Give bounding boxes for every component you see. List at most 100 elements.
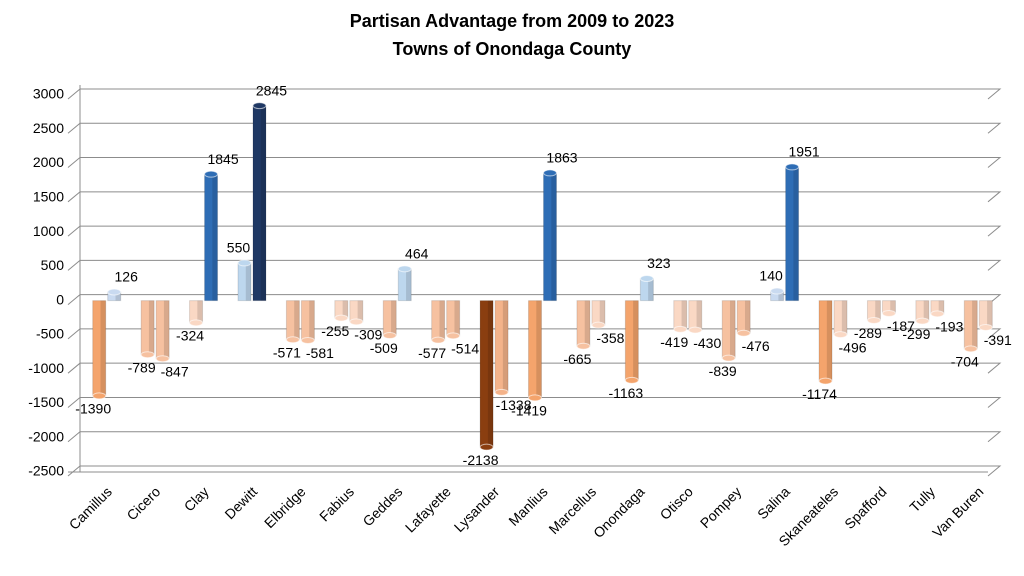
bar-shade: [342, 300, 348, 319]
bar-cap: [397, 265, 412, 273]
bar-shade: [100, 300, 106, 396]
value-label: -577: [418, 345, 446, 361]
grid-line: [67, 122, 1002, 134]
grid-line: [67, 225, 1002, 237]
bar-cap: [189, 319, 204, 327]
x-tick-label: Pompey: [697, 483, 745, 531]
bar-shade: [584, 300, 590, 347]
value-label: -847: [161, 363, 189, 379]
bar-shade: [487, 300, 494, 448]
bar-shade: [309, 300, 315, 341]
bar-shade: [357, 300, 363, 322]
bar-shade: [744, 300, 751, 334]
bar-shade: [793, 166, 799, 301]
x-tick-label: Otisco: [657, 483, 697, 523]
x-tick-label: Elbridge: [261, 483, 309, 531]
bar-cap: [155, 355, 170, 363]
value-label: -193: [935, 319, 963, 335]
bar-shade: [875, 300, 881, 321]
value-label: -324: [176, 328, 204, 344]
x-tick-label: Lafayette: [402, 483, 454, 535]
bar-cap: [639, 274, 654, 282]
bar-cap: [963, 345, 978, 353]
bar-shade: [294, 300, 300, 340]
grid-line: [67, 259, 1002, 271]
bar-shade: [841, 300, 848, 335]
value-label: -1419: [511, 403, 547, 419]
bar-cap: [915, 317, 930, 325]
value-label: -509: [370, 340, 398, 356]
bar-cap: [107, 288, 122, 296]
x-tick-label: Lysander: [451, 483, 503, 535]
value-label: 126: [115, 269, 139, 285]
bar-shade: [972, 300, 978, 349]
value-label: -839: [709, 363, 737, 379]
bar-cap: [300, 336, 315, 344]
value-label: -496: [839, 339, 867, 355]
chart-subtitle: Towns of Onondaga County: [393, 39, 632, 59]
bar-cap: [978, 323, 993, 331]
bar-shade: [599, 300, 605, 326]
bar-cap: [591, 321, 606, 329]
bar-shade: [502, 300, 509, 393]
bar-cap: [785, 163, 800, 171]
bar-shade: [148, 300, 155, 355]
y-tick-label: 500: [41, 257, 65, 273]
value-label: -430: [693, 335, 721, 351]
y-tick-label: -500: [36, 326, 64, 342]
y-tick-label: -2500: [28, 463, 64, 479]
x-tick-label: Salina: [754, 483, 793, 522]
bar-cap: [881, 309, 896, 317]
bar-cap: [92, 392, 107, 400]
bar-cap: [688, 326, 703, 334]
bar-shade: [826, 300, 833, 382]
bar-cap: [818, 377, 833, 385]
value-label: -1163: [608, 385, 643, 401]
bar-shade: [439, 300, 445, 341]
bar-cap: [204, 170, 219, 178]
value-label: -476: [742, 338, 770, 354]
bar-shade: [778, 291, 784, 301]
bar-shade: [938, 300, 944, 314]
value-label: 2845: [256, 82, 287, 98]
grid-line: [67, 294, 1002, 306]
value-label: -704: [951, 354, 979, 370]
value-label: -309: [354, 327, 382, 343]
chart-title: Partisan Advantage from 2009 to 2023: [350, 11, 674, 31]
y-tick-label: -1000: [28, 360, 64, 376]
value-label: -581: [306, 345, 334, 361]
value-label: -1390: [75, 401, 111, 417]
value-label: 323: [647, 255, 671, 271]
bar-cap: [543, 169, 557, 177]
bar-cap: [479, 443, 494, 451]
y-tick-label: -2000: [28, 428, 64, 444]
value-label: 464: [405, 246, 429, 262]
value-label: 1951: [789, 144, 820, 160]
y-tick-label: 3000: [33, 86, 64, 102]
bar-shade: [633, 300, 639, 381]
grid-line: [67, 431, 1002, 443]
bar-cap: [140, 351, 155, 359]
x-tick-label: Camillus: [66, 483, 115, 532]
y-tick-label: 1000: [33, 223, 64, 239]
bar-shade: [212, 174, 218, 301]
bar-cap: [930, 310, 945, 318]
bar-shade: [163, 300, 170, 359]
bar-cap: [866, 316, 881, 324]
x-tick-label: Manlius: [505, 483, 550, 528]
value-label: 1863: [546, 150, 577, 166]
bar-cap: [446, 332, 461, 340]
bar-shade: [696, 300, 702, 331]
bar-cap: [528, 394, 542, 402]
bar-shade: [245, 262, 251, 301]
x-tick-label: Van Buren: [929, 483, 986, 540]
value-label: 550: [227, 240, 251, 256]
value-label: -1338: [496, 397, 532, 413]
value-label: -2138: [463, 452, 499, 468]
bar-shade: [648, 278, 654, 301]
bar-cap: [576, 342, 591, 350]
grid-line: [67, 465, 1002, 477]
value-label: -514: [451, 341, 479, 357]
bar-shade: [681, 300, 687, 330]
bar-cap: [736, 329, 751, 337]
